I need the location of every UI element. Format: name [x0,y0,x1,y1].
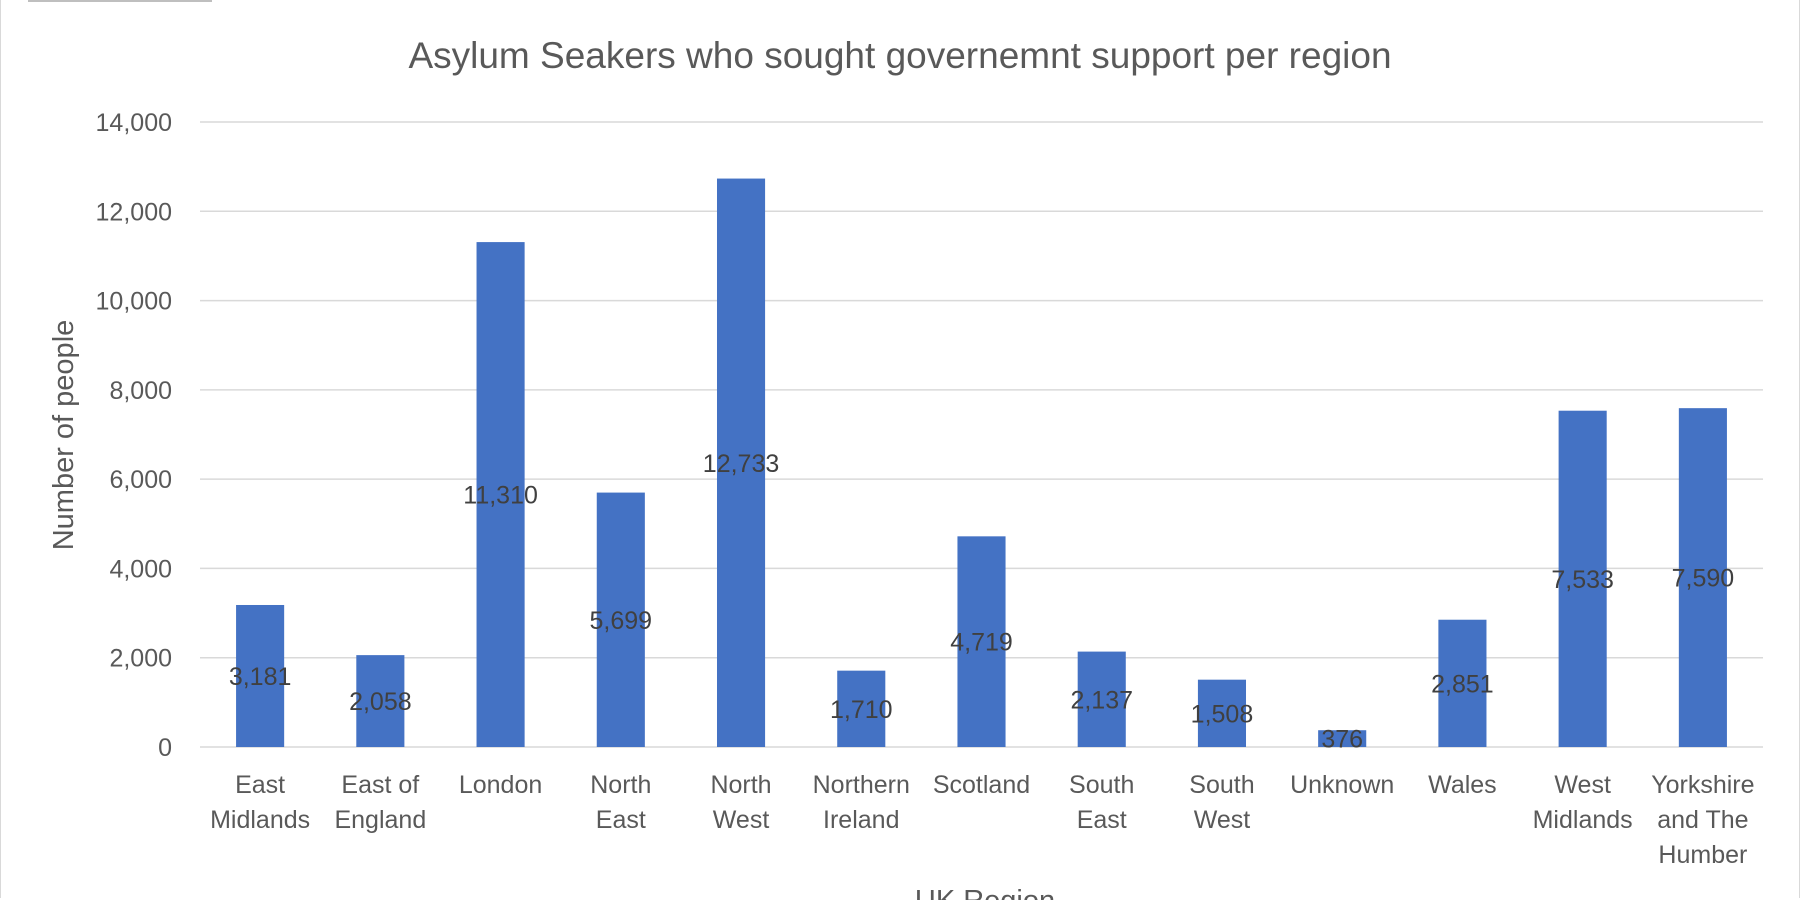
bar [1558,410,1607,747]
bar [596,492,645,747]
x-tick-label-line: West [713,806,770,834]
x-tick-label-line: Unknown [1290,771,1394,799]
data-label: 7,590 [1672,565,1735,593]
y-tick-label: 10,000 [96,288,172,316]
x-tick-label-line: South [1189,771,1254,799]
x-tick-label: South East [1069,771,1134,834]
bar [356,655,405,747]
y-tick-label: 6,000 [109,466,172,494]
x-tick-label-line: Northern [813,771,910,799]
data-label: 2,058 [349,688,412,716]
data-label: 7,533 [1551,566,1614,594]
bar [1197,679,1247,747]
bar [1678,408,1727,747]
x-axis-ticks: East Midlands East of England London North Eas… [210,771,1754,869]
x-tick-label-line: Wales [1428,771,1497,799]
data-label: 1,710 [830,696,893,724]
x-tick-label: London [459,771,542,799]
chart-title: Asylum Seakers who sought governemnt sup… [408,35,1391,76]
bars [236,178,1727,747]
y-axis-ticks: 0 2,000 4,000 6,000 8,000 10,000 12,000 14,000 [96,109,172,762]
x-tick-label: South West [1189,771,1254,834]
data-label: 2,851 [1431,670,1494,698]
data-label: 5,699 [590,607,653,635]
x-tick-label-line: West [1554,771,1611,799]
x-tick-label: North East [590,771,651,834]
x-tick-label-line: Ireland [823,806,899,834]
bar [1438,619,1487,747]
y-tick-label: 4,000 [109,555,172,583]
y-tick-label: 2,000 [109,645,172,673]
bar [476,242,525,747]
bar [716,178,766,747]
bar [236,604,285,747]
x-tick-label: West Midlands [1533,771,1633,834]
x-tick-label-line: South [1069,771,1134,799]
data-label: 11,310 [463,482,538,510]
x-tick-label-line: and The [1657,806,1748,834]
data-label: 2,137 [1070,686,1133,714]
sheet-tab-edge [28,0,212,2]
x-tick-label-line: East [596,806,646,834]
x-tick-label-line: England [334,806,426,834]
x-tick-label: East Midlands [210,771,310,834]
x-tick-label: Yorkshire and The Humber [1651,771,1754,869]
bar [1077,651,1126,747]
y-tick-label: 0 [158,734,172,762]
x-tick-label-line: Midlands [1533,806,1633,834]
bar [837,670,886,747]
x-tick-label-line: Yorkshire [1651,771,1754,799]
x-tick-label: Scotland [933,771,1030,799]
x-axis-title: UK Region [915,885,1055,900]
x-tick-label: Unknown [1290,771,1394,799]
x-tick-label: East of England [334,771,426,834]
bar [1318,730,1367,747]
data-labels: 3,181 2,058 11,310 5,699 12,733 1,710 4,719 2,1… [229,450,1734,754]
x-tick-label: Northern Ireland [813,771,910,834]
x-tick-label-line: East of [341,771,419,799]
y-tick-label: 12,000 [96,198,172,226]
y-axis-title: Number of people [48,320,80,551]
gridlines [200,121,1763,748]
data-label: 376 [1321,726,1363,754]
x-tick-label-line: West [1194,806,1251,834]
x-tick-label-line: London [459,771,542,799]
data-label: 1,508 [1191,700,1254,728]
data-label: 3,181 [229,663,292,691]
x-tick-label-line: Midlands [210,806,310,834]
x-tick-label-line: East [1077,806,1127,834]
x-tick-label: Wales [1428,771,1497,799]
x-tick-label-line: East [235,771,285,799]
x-tick-label-line: Humber [1658,841,1747,869]
y-tick-label: 8,000 [109,377,172,405]
x-tick-label: North West [710,771,771,834]
bar [957,536,1006,747]
x-tick-label-line: Scotland [933,771,1030,799]
x-tick-label-line: North [710,771,771,799]
data-label: 12,733 [703,450,779,478]
x-tick-label-line: North [590,771,651,799]
y-tick-label: 14,000 [96,109,172,137]
data-label: 4,719 [950,629,1013,657]
